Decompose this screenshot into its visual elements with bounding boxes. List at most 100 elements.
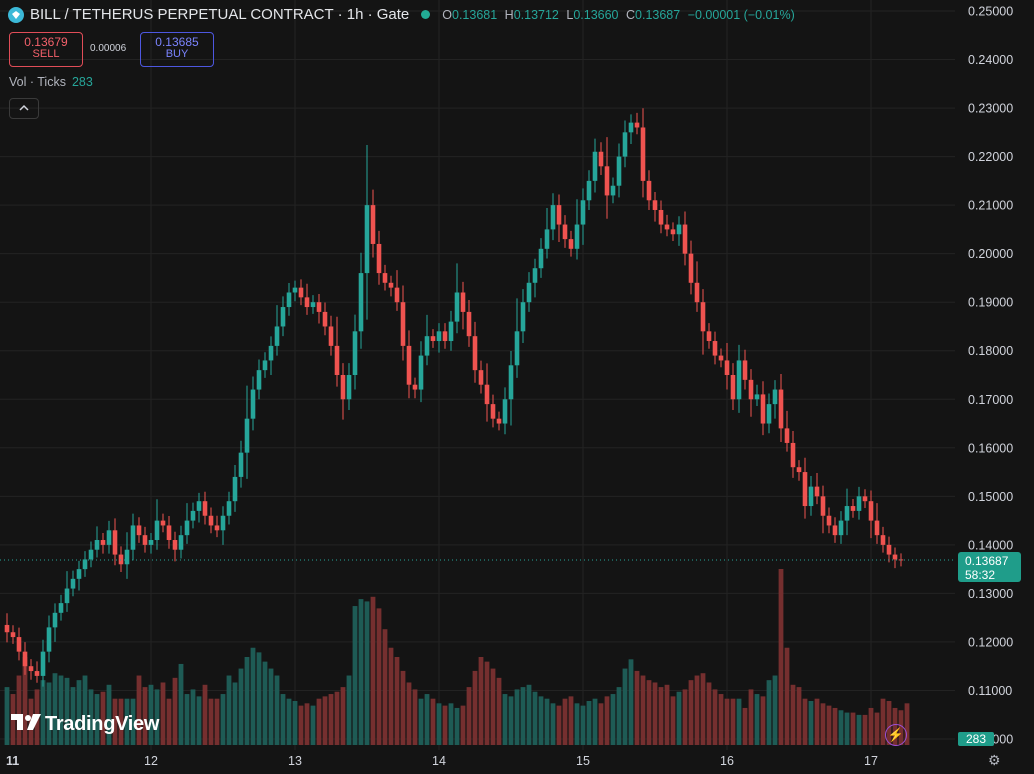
volume-bar bbox=[694, 675, 700, 745]
candle-body bbox=[142, 535, 148, 545]
volume-bar bbox=[256, 652, 262, 745]
volume-bar bbox=[520, 687, 526, 745]
candle-body bbox=[838, 520, 844, 536]
candle-body bbox=[784, 428, 790, 443]
volume-bar bbox=[556, 705, 562, 745]
volume-bar bbox=[352, 606, 358, 745]
candle-body bbox=[796, 467, 802, 473]
price-tick-label: 0.11000 bbox=[968, 684, 1012, 698]
volume-bar bbox=[526, 684, 532, 745]
volume-bar bbox=[304, 703, 310, 745]
price-tick-label: 0.23000 bbox=[968, 102, 1013, 116]
candle-body bbox=[70, 578, 76, 589]
symbol-title[interactable]: BILL / TETHERUS PERPETUAL CONTRACT · 1h … bbox=[30, 6, 410, 23]
candle-body bbox=[520, 302, 526, 332]
volume-bar bbox=[214, 698, 220, 745]
candle-body bbox=[628, 122, 634, 133]
volume-bar bbox=[682, 689, 688, 745]
volume-bar bbox=[664, 684, 670, 745]
candle-body bbox=[436, 331, 442, 342]
volume-bar bbox=[496, 677, 502, 745]
volume-bar bbox=[118, 698, 124, 745]
volume-bar bbox=[880, 698, 886, 745]
volume-bar bbox=[718, 694, 724, 745]
candle-body bbox=[442, 331, 448, 342]
candle-body bbox=[760, 394, 766, 424]
volume-bar bbox=[418, 698, 424, 745]
candle-body bbox=[826, 515, 832, 526]
volume-bar bbox=[670, 696, 676, 745]
spread-value: 0.00006 bbox=[90, 43, 127, 54]
candle-body bbox=[646, 180, 652, 201]
tradingview-logo[interactable]: TradingView bbox=[11, 713, 159, 736]
volume-bar bbox=[154, 689, 160, 745]
volume-bar bbox=[226, 675, 232, 745]
candle-body bbox=[598, 151, 604, 167]
candle-body bbox=[886, 544, 892, 555]
gear-icon[interactable]: ⚙ bbox=[988, 752, 1001, 768]
candle-body bbox=[766, 404, 772, 424]
candle-body bbox=[634, 122, 640, 128]
candle-body bbox=[112, 530, 118, 555]
volume-bar bbox=[358, 599, 364, 745]
volume-bar bbox=[334, 691, 340, 745]
candle-body bbox=[484, 384, 490, 405]
candle-body bbox=[532, 268, 538, 283]
candle-body bbox=[244, 418, 250, 453]
flash-icon[interactable]: ⚡ bbox=[885, 724, 907, 746]
volume-bar bbox=[562, 698, 568, 745]
volume-bar bbox=[784, 647, 790, 745]
volume-bar bbox=[874, 712, 880, 745]
price-tick-label: 0.18000 bbox=[968, 344, 1013, 358]
volume-bar bbox=[70, 687, 76, 745]
candle-body bbox=[658, 209, 664, 225]
current-price-tag: 0.13687 58:32 bbox=[958, 552, 1021, 582]
candle-body bbox=[394, 287, 400, 303]
candle-body bbox=[250, 389, 256, 419]
price-tick-label: 0.15000 bbox=[968, 490, 1013, 504]
sell-button[interactable]: 0.13679 SELL bbox=[9, 32, 83, 67]
time-axis[interactable]: 11 12 13 14 15 16 17 bbox=[6, 754, 878, 768]
volume-bar bbox=[244, 657, 250, 745]
sell-price: 0.13679 bbox=[24, 35, 68, 49]
candle-body bbox=[310, 302, 316, 308]
collapse-button[interactable] bbox=[9, 98, 39, 119]
price-axis[interactable]: 0.25000 0.24000 0.23000 0.22000 0.21000 0.200… bbox=[968, 5, 1013, 747]
candle-body bbox=[328, 326, 334, 346]
candle-body bbox=[814, 486, 820, 497]
candle-body bbox=[232, 476, 238, 502]
candle-body bbox=[580, 200, 586, 225]
volume-bar bbox=[64, 677, 70, 745]
volume-bar bbox=[382, 629, 388, 745]
volume-bar bbox=[94, 694, 100, 745]
candle-body bbox=[676, 224, 682, 235]
volume-bar bbox=[286, 698, 292, 745]
candle-body bbox=[214, 525, 220, 531]
volume-bar bbox=[508, 696, 514, 745]
volume-bar bbox=[190, 689, 196, 745]
volume-bar bbox=[16, 675, 22, 745]
candle-body bbox=[502, 399, 508, 424]
volume-bar bbox=[388, 647, 394, 745]
price-tick-label: 0.14000 bbox=[968, 538, 1013, 552]
candle-body bbox=[376, 243, 382, 274]
volume-bar bbox=[454, 707, 460, 745]
candle-body bbox=[856, 496, 862, 511]
volume-bar bbox=[850, 712, 856, 745]
volume-legend[interactable]: Vol · Ticks 283 bbox=[9, 75, 93, 89]
candle-body bbox=[664, 224, 670, 230]
candle-body bbox=[274, 326, 280, 346]
buy-button[interactable]: 0.13685 BUY bbox=[140, 32, 214, 67]
candle-body bbox=[262, 360, 268, 371]
volume-bar bbox=[262, 661, 268, 745]
volume-bar bbox=[838, 710, 844, 745]
candle-body bbox=[862, 496, 868, 502]
candle-body bbox=[712, 341, 718, 356]
candle-body bbox=[106, 530, 112, 545]
candle-body bbox=[88, 549, 94, 560]
candle-body bbox=[754, 394, 760, 400]
volume-bar bbox=[340, 687, 346, 745]
candle-body bbox=[52, 612, 58, 628]
volume-bar bbox=[406, 682, 412, 745]
